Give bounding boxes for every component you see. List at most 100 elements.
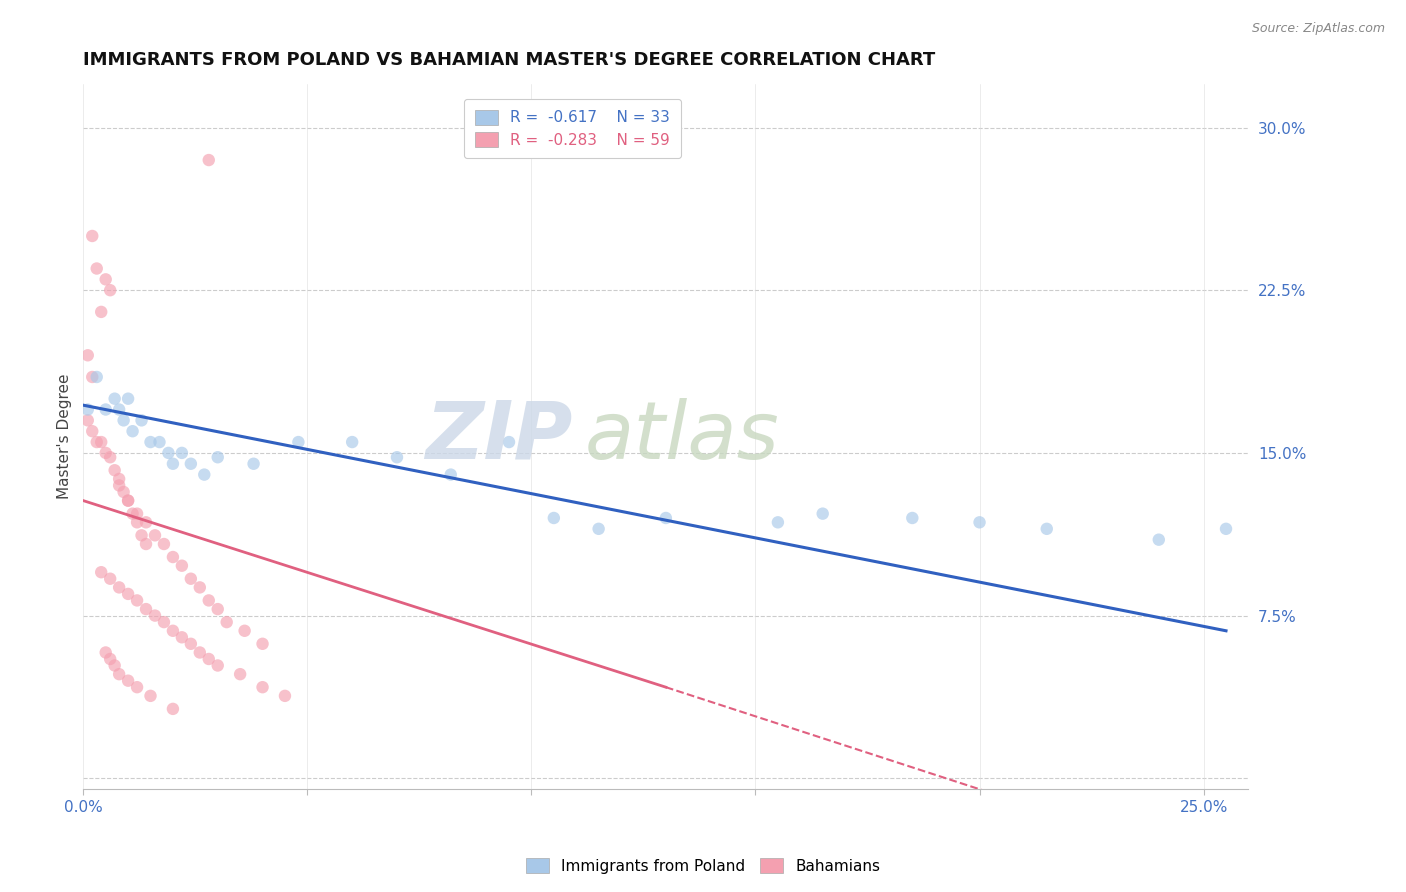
Point — [162, 702, 184, 716]
Point — [1147, 533, 1170, 547]
Point — [274, 689, 297, 703]
Point — [188, 581, 211, 595]
Point — [108, 581, 131, 595]
Point — [188, 645, 211, 659]
Point — [98, 450, 121, 465]
Point — [112, 413, 135, 427]
Point — [135, 516, 157, 530]
Point — [655, 511, 678, 525]
Point — [108, 667, 131, 681]
Y-axis label: Master's Degree: Master's Degree — [58, 374, 72, 500]
Point — [215, 615, 238, 629]
Point — [543, 511, 565, 525]
Point — [108, 472, 131, 486]
Point — [82, 424, 104, 438]
Point — [108, 478, 131, 492]
Point — [170, 446, 193, 460]
Point — [252, 680, 274, 694]
Point — [98, 283, 121, 297]
Point — [233, 624, 256, 638]
Point — [121, 507, 143, 521]
Point — [143, 608, 166, 623]
Point — [340, 435, 363, 450]
Point — [125, 516, 148, 530]
Point — [108, 402, 131, 417]
Point — [207, 450, 229, 465]
Point — [170, 558, 193, 573]
Point — [811, 507, 834, 521]
Point — [197, 652, 219, 666]
Point — [131, 413, 153, 427]
Point — [157, 446, 180, 460]
Point — [131, 528, 153, 542]
Point — [76, 413, 98, 427]
Point — [104, 658, 127, 673]
Text: atlas: atlas — [585, 398, 779, 475]
Point — [139, 689, 162, 703]
Point — [86, 261, 108, 276]
Point — [94, 446, 117, 460]
Point — [125, 680, 148, 694]
Point — [901, 511, 924, 525]
Point — [440, 467, 463, 482]
Point — [117, 493, 139, 508]
Point — [104, 463, 127, 477]
Point — [76, 402, 98, 417]
Point — [242, 457, 264, 471]
Point — [207, 602, 229, 616]
Point — [125, 507, 148, 521]
Point — [117, 493, 139, 508]
Point — [76, 348, 98, 362]
Point — [90, 435, 112, 450]
Point — [98, 652, 121, 666]
Point — [162, 624, 184, 638]
Point — [287, 435, 309, 450]
Point — [1035, 522, 1057, 536]
Point — [135, 537, 157, 551]
Point — [98, 572, 121, 586]
Point — [117, 673, 139, 688]
Point — [1215, 522, 1237, 536]
Text: Source: ZipAtlas.com: Source: ZipAtlas.com — [1251, 22, 1385, 36]
Point — [162, 457, 184, 471]
Point — [135, 602, 157, 616]
Point — [112, 485, 135, 500]
Point — [117, 392, 139, 406]
Point — [94, 272, 117, 286]
Point — [385, 450, 408, 465]
Legend: Immigrants from Poland, Bahamians: Immigrants from Poland, Bahamians — [520, 852, 886, 880]
Point — [121, 424, 143, 438]
Point — [197, 153, 219, 167]
Point — [82, 229, 104, 244]
Point — [180, 457, 202, 471]
Point — [162, 549, 184, 564]
Point — [117, 587, 139, 601]
Legend: R =  -0.617    N = 33, R =  -0.283    N = 59: R = -0.617 N = 33, R = -0.283 N = 59 — [464, 99, 681, 158]
Point — [153, 615, 176, 629]
Point — [193, 467, 215, 482]
Point — [82, 370, 104, 384]
Point — [148, 435, 170, 450]
Point — [229, 667, 252, 681]
Point — [94, 645, 117, 659]
Point — [90, 305, 112, 319]
Point — [180, 572, 202, 586]
Point — [90, 565, 112, 579]
Point — [588, 522, 610, 536]
Point — [252, 637, 274, 651]
Point — [207, 658, 229, 673]
Point — [94, 402, 117, 417]
Text: IMMIGRANTS FROM POLAND VS BAHAMIAN MASTER'S DEGREE CORRELATION CHART: IMMIGRANTS FROM POLAND VS BAHAMIAN MASTE… — [83, 51, 935, 69]
Point — [197, 593, 219, 607]
Point — [86, 370, 108, 384]
Point — [86, 435, 108, 450]
Text: ZIP: ZIP — [425, 398, 572, 475]
Point — [125, 593, 148, 607]
Point — [153, 537, 176, 551]
Point — [143, 528, 166, 542]
Point — [139, 435, 162, 450]
Point — [498, 435, 520, 450]
Point — [180, 637, 202, 651]
Point — [766, 516, 789, 530]
Point — [104, 392, 127, 406]
